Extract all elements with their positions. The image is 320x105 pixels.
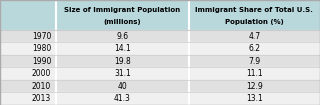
Bar xyxy=(0,92,320,105)
Text: 2000: 2000 xyxy=(32,69,51,78)
Bar xyxy=(0,30,320,42)
Bar xyxy=(0,80,320,92)
Text: 1990: 1990 xyxy=(32,57,51,66)
Bar xyxy=(0,42,320,55)
Text: 6.2: 6.2 xyxy=(248,44,260,53)
Text: Size of Immigrant Population: Size of Immigrant Population xyxy=(64,7,180,13)
Text: 12.9: 12.9 xyxy=(246,82,263,91)
Text: 14.1: 14.1 xyxy=(114,44,131,53)
Bar xyxy=(0,0,320,30)
Text: (millions): (millions) xyxy=(104,19,141,25)
Text: 9.6: 9.6 xyxy=(116,32,128,41)
Text: 1980: 1980 xyxy=(32,44,51,53)
Text: 2013: 2013 xyxy=(32,94,51,103)
Text: 13.1: 13.1 xyxy=(246,94,263,103)
Text: 7.9: 7.9 xyxy=(248,57,260,66)
Bar xyxy=(0,55,320,67)
Text: 2010: 2010 xyxy=(32,82,51,91)
Text: 40: 40 xyxy=(117,82,127,91)
Bar xyxy=(0,67,320,80)
Text: 1970: 1970 xyxy=(32,32,51,41)
Text: 11.1: 11.1 xyxy=(246,69,263,78)
Text: 41.3: 41.3 xyxy=(114,94,131,103)
Text: Population (%): Population (%) xyxy=(225,19,284,25)
Text: 19.8: 19.8 xyxy=(114,57,131,66)
Text: Immigrant Share of Total U.S.: Immigrant Share of Total U.S. xyxy=(196,7,313,13)
Text: 4.7: 4.7 xyxy=(248,32,260,41)
Text: 31.1: 31.1 xyxy=(114,69,131,78)
